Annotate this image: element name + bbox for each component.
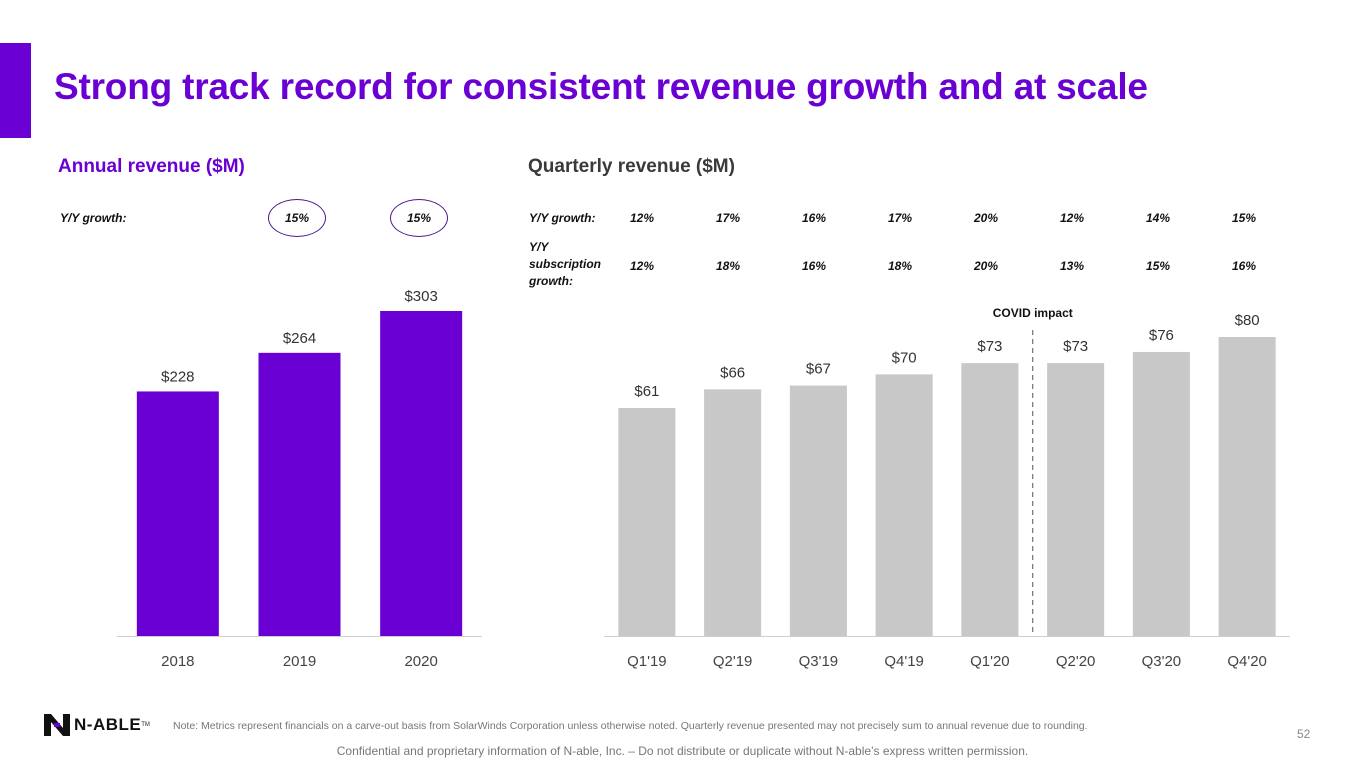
subscription-growth-label-line: growth:	[529, 274, 573, 288]
annual-tick-label: 2020	[404, 653, 437, 670]
subscription-growth-value: 16%	[1231, 259, 1257, 273]
page-title: Strong track record for consistent reven…	[54, 66, 1148, 107]
annual-bar-label: $303	[404, 288, 437, 305]
quarterly-tick-label: Q3'19	[799, 653, 839, 670]
annual-bar	[258, 352, 341, 636]
quarterly-bar	[1218, 337, 1276, 636]
subscription-growth-value: 16%	[801, 259, 827, 273]
quarterly-growth-value: 12%	[629, 211, 655, 225]
quarterly-bar-label: $76	[1149, 327, 1174, 344]
quarterly-bar-label: $61	[634, 383, 659, 400]
annual-bar	[136, 391, 219, 636]
quarterly-growth-value: 14%	[1145, 211, 1171, 225]
covid-impact-label: COVID impact	[993, 306, 1073, 320]
quarterly-growth-value: 17%	[887, 211, 913, 225]
annual-bar-label: $264	[283, 330, 316, 347]
annual-growth-2019: 15%	[268, 199, 326, 237]
quarterly-tick-label: Q2'20	[1056, 653, 1096, 670]
quarterly-bar	[1132, 351, 1190, 636]
quarterly-bar	[789, 385, 847, 636]
annual-chart-title: Annual revenue ($M)	[58, 156, 245, 177]
quarterly-chart-title: Quarterly revenue ($M)	[528, 156, 735, 177]
page-number: 52	[1297, 727, 1311, 741]
annual-growth-label: Y/Y growth:	[60, 211, 127, 225]
quarterly-bar-label: $70	[892, 349, 917, 366]
quarterly-bar-label: $80	[1235, 312, 1260, 329]
n-able-logo: N-ABLE TM	[44, 714, 150, 736]
quarterly-bar	[961, 363, 1019, 636]
quarterly-bar	[618, 408, 676, 636]
quarterly-growth-value: 16%	[801, 211, 827, 225]
subscription-growth-value: 18%	[887, 259, 913, 273]
logo-wordmark: N-ABLE	[74, 715, 142, 734]
quarterly-bar-label: $66	[720, 364, 745, 381]
annual-tick-label: 2019	[283, 653, 316, 670]
subscription-growth-label-line: subscription	[529, 257, 602, 271]
annual-bar	[380, 311, 463, 636]
subscription-growth-value: 13%	[1059, 259, 1085, 273]
quarterly-tick-label: Q1'20	[970, 653, 1010, 670]
annual-tick-label: 2018	[161, 653, 194, 670]
subscription-growth-value: 12%	[629, 259, 655, 273]
quarterly-bar-label: $67	[806, 361, 831, 378]
annual-bar-label: $228	[161, 368, 194, 385]
quarterly-bar	[875, 374, 933, 636]
subscription-growth-value: 15%	[1145, 259, 1171, 273]
subscription-growth-label: Y/Y subscription growth:	[529, 239, 601, 290]
subscription-growth-label-line: Y/Y	[529, 240, 549, 254]
title-accent-bar	[0, 43, 31, 138]
quarterly-bar	[704, 389, 762, 636]
quarterly-growth-value: 12%	[1059, 211, 1085, 225]
quarterly-tick-label: Q3'20	[1142, 653, 1182, 670]
logo-trademark: TM	[141, 722, 150, 728]
annual-growth-2020: 15%	[390, 199, 448, 237]
quarterly-tick-label: Q1'19	[627, 653, 667, 670]
subscription-growth-value: 18%	[715, 259, 741, 273]
footnote: Note: Metrics represent financials on a …	[173, 720, 1088, 732]
quarterly-growth-value: 17%	[715, 211, 741, 225]
quarterly-tick-label: Q4'19	[884, 653, 924, 670]
quarterly-growth-value: 20%	[973, 211, 999, 225]
confidentiality-notice: Confidential and proprietary information…	[336, 744, 1029, 758]
quarterly-tick-label: Q2'19	[713, 653, 753, 670]
quarterly-growth-label: Y/Y growth:	[529, 211, 596, 225]
n-able-logo-icon	[44, 714, 70, 736]
quarterly-bar-label: $73	[977, 338, 1002, 355]
quarterly-tick-label: Q4'20	[1227, 653, 1267, 670]
subscription-growth-value: 20%	[973, 259, 999, 273]
quarterly-bar-label: $73	[1063, 338, 1088, 355]
quarterly-growth-value: 15%	[1231, 211, 1257, 225]
quarterly-bar	[1047, 363, 1105, 636]
